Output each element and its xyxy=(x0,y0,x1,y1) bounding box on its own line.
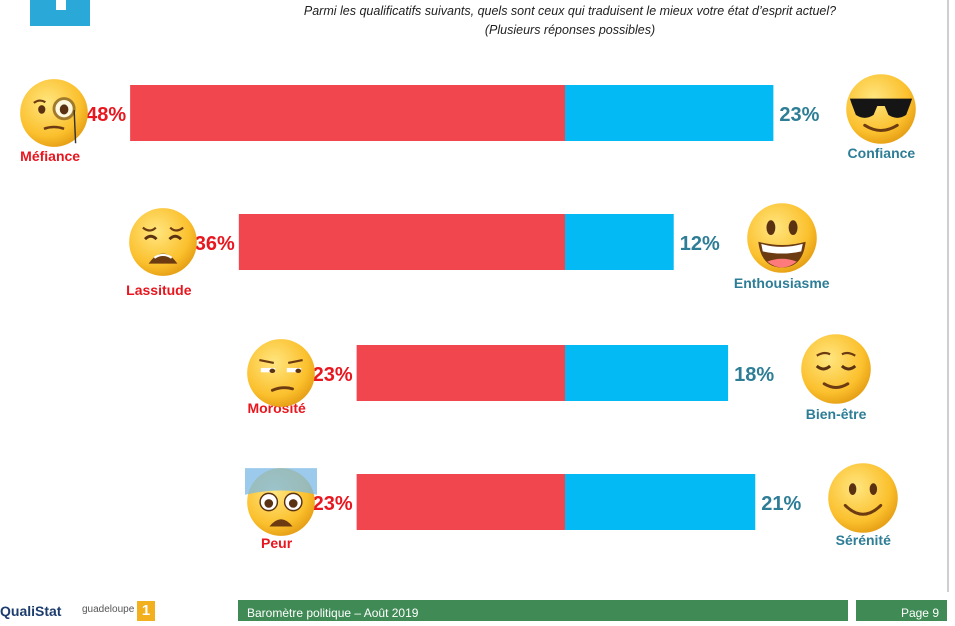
question-text: Parmi les qualificatifs suivants, quels … xyxy=(303,4,837,18)
bar-positive xyxy=(565,474,756,530)
page-edge-rule xyxy=(947,0,949,592)
partner-logo-mark: 1 xyxy=(137,601,155,621)
category-label-positive: Bien-être xyxy=(806,406,867,422)
bar-negative xyxy=(356,474,565,530)
bar-negative xyxy=(130,85,565,141)
partner-logo-text: guadeloupe xyxy=(82,604,135,615)
weary-face-icon xyxy=(127,206,199,278)
bar-negative xyxy=(356,345,565,401)
bar-positive xyxy=(565,214,674,270)
category-label-negative: Peur xyxy=(261,535,293,551)
category-label-positive: Enthousiasme xyxy=(734,275,830,291)
value-label-negative: 23% xyxy=(313,364,353,386)
value-label-positive: 12% xyxy=(680,233,720,255)
question-subtext: (Plusieurs réponses possibles) xyxy=(484,23,656,37)
grinning-face-icon xyxy=(745,201,819,275)
diverging-bar-chart: 48% 23% Méfiance Confiance 36% 12% Lassitude En… xyxy=(20,85,916,551)
sunglasses-face-icon xyxy=(844,72,918,146)
footer-report-title: Baromètre politique – Août 2019 xyxy=(238,600,848,621)
value-label-positive: 23% xyxy=(779,104,819,126)
smiling-face-icon xyxy=(826,461,900,535)
value-label-negative: 36% xyxy=(195,233,235,255)
bar-negative xyxy=(238,214,565,270)
relieved-face-icon xyxy=(799,332,873,406)
monocle-face-icon xyxy=(18,77,90,149)
value-label-positive: 18% xyxy=(734,364,774,386)
category-label-positive: Confiance xyxy=(848,145,916,161)
category-label-negative: Lassitude xyxy=(126,282,192,298)
category-label-positive: Sérénité xyxy=(836,532,891,548)
fearful-face-icon xyxy=(244,466,317,538)
category-label-negative: Méfiance xyxy=(20,148,80,164)
bar-positive xyxy=(565,85,774,141)
corner-logo xyxy=(30,0,120,26)
qualistat-logo: QualiStat xyxy=(0,603,62,619)
bar-positive xyxy=(565,345,729,401)
unamused-face-icon xyxy=(245,337,317,409)
value-label-positive: 21% xyxy=(761,493,801,515)
value-label-negative: 48% xyxy=(86,104,126,126)
footer-page-number: Page 9 xyxy=(856,600,947,621)
value-label-negative: 23% xyxy=(313,493,353,515)
